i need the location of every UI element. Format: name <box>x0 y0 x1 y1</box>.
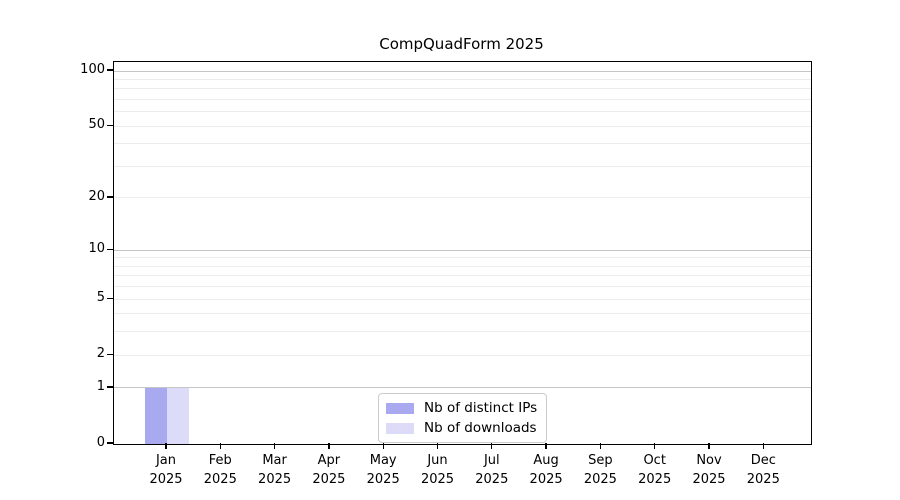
x-tick-year: 2025 <box>583 472 617 487</box>
y-gridline-major <box>114 249 811 251</box>
x-tick-year: 2025 <box>149 472 183 487</box>
x-tick-label: Jul 2025 <box>460 451 524 489</box>
y-tick-mark <box>107 196 113 198</box>
x-tick-mark <box>165 443 167 449</box>
x-tick-mark <box>328 443 330 449</box>
y-gridline-minor <box>114 125 811 127</box>
legend-label-downloads: Nb of downloads <box>424 420 537 436</box>
x-tick-label: May 2025 <box>351 451 415 489</box>
x-tick-label: Feb 2025 <box>188 451 252 489</box>
x-tick-mark <box>491 443 493 449</box>
x-tick-label: Dec 2025 <box>731 451 795 489</box>
x-tick-year: 2025 <box>258 472 292 487</box>
x-tick-month: Feb <box>208 453 232 468</box>
x-tick-label: Oct 2025 <box>623 451 687 489</box>
x-tick-year: 2025 <box>366 472 400 487</box>
y-gridline-minor <box>114 257 811 259</box>
y-gridline-minor <box>114 88 811 90</box>
y-tick-label: 10 <box>88 241 105 257</box>
y-gridline-major <box>114 70 811 72</box>
y-gridline-minor <box>114 143 811 145</box>
x-tick-mark <box>273 443 276 449</box>
y-gridline-minor <box>114 313 811 315</box>
x-tick-label: Apr 2025 <box>297 451 361 489</box>
x-tick-mark <box>654 443 656 449</box>
x-tick-month: Jan <box>155 453 177 468</box>
x-tick-month: Aug <box>533 453 559 468</box>
y-tick-label: 20 <box>88 188 105 204</box>
x-tick-month: May <box>369 453 397 468</box>
x-tick-month: Nov <box>696 453 722 468</box>
x-tick-mark <box>219 443 221 449</box>
x-tick-label: Nov 2025 <box>677 451 741 489</box>
x-tick-label: Jun 2025 <box>406 451 470 489</box>
y-gridline-minor <box>114 99 811 101</box>
x-tick-mark <box>708 443 710 449</box>
x-tick-mark <box>599 443 602 449</box>
x-tick-year: 2025 <box>692 472 726 487</box>
y-tick-mark <box>107 353 113 355</box>
x-tick-year: 2025 <box>475 472 509 487</box>
x-tick-year: 2025 <box>529 472 563 487</box>
y-gridline-minor <box>114 111 811 113</box>
y-tick-label: 0 <box>96 435 105 450</box>
bar-jan-distinct-ips <box>145 387 167 444</box>
y-gridline-minor <box>114 275 811 277</box>
y-tick-mark <box>107 248 113 250</box>
x-tick-mark <box>545 443 547 449</box>
y-tick-label: 50 <box>88 117 105 133</box>
x-tick-month: Sep <box>588 453 613 468</box>
y-tick-label: 2 <box>96 346 105 362</box>
y-tick-label: 100 <box>80 62 105 78</box>
y-tick-mark <box>107 442 113 444</box>
y-tick-label: 1 <box>96 378 105 394</box>
y-tick-label: 5 <box>96 290 105 306</box>
legend-label-distinct-ips: Nb of distinct IPs <box>424 400 538 416</box>
x-tick-mark <box>436 443 439 449</box>
x-tick-mark <box>382 443 384 449</box>
x-tick-label: Jan 2025 <box>134 451 198 489</box>
x-tick-label: Mar 2025 <box>243 451 307 489</box>
y-tick-mark <box>107 124 113 126</box>
plot-area <box>113 61 812 445</box>
x-tick-year: 2025 <box>638 472 672 487</box>
x-tick-label: Aug 2025 <box>514 451 578 489</box>
y-gridline-minor <box>114 166 811 167</box>
x-tick-month: Dec <box>750 453 776 468</box>
x-tick-month: Jun <box>427 453 448 468</box>
y-tick-mark <box>107 69 113 71</box>
x-tick-month: Mar <box>262 453 287 468</box>
x-tick-mark <box>762 443 764 449</box>
x-tick-month: Oct <box>643 453 666 468</box>
y-gridline-minor <box>114 286 811 288</box>
x-tick-month: Apr <box>317 453 341 468</box>
y-gridline-minor <box>114 354 811 356</box>
bar-jan-downloads <box>167 387 189 444</box>
y-gridline-minor <box>114 298 811 300</box>
y-gridline-minor <box>114 197 811 199</box>
legend: Nb of distinct IPs Nb of downloads <box>378 393 548 443</box>
x-tick-label: Sep 2025 <box>568 451 632 489</box>
y-gridline-minor <box>114 265 811 267</box>
x-tick-year: 2025 <box>746 472 780 487</box>
y-gridline-minor <box>114 78 811 80</box>
y-gridline-major <box>114 387 811 389</box>
x-tick-year: 2025 <box>420 472 455 487</box>
x-tick-year: 2025 <box>312 472 346 487</box>
chart-title: CompQuadForm 2025 <box>379 35 544 53</box>
legend-item-downloads: Nb of downloads <box>386 419 537 437</box>
x-tick-year: 2025 <box>203 472 237 487</box>
legend-swatch-distinct-ips <box>386 402 414 414</box>
y-tick-mark <box>107 297 113 299</box>
y-tick-mark <box>107 386 113 388</box>
legend-item-distinct-ips: Nb of distinct IPs <box>386 399 537 417</box>
x-tick-month: Jul <box>483 453 500 468</box>
legend-swatch-downloads <box>386 422 414 434</box>
y-gridline-minor <box>114 331 811 333</box>
